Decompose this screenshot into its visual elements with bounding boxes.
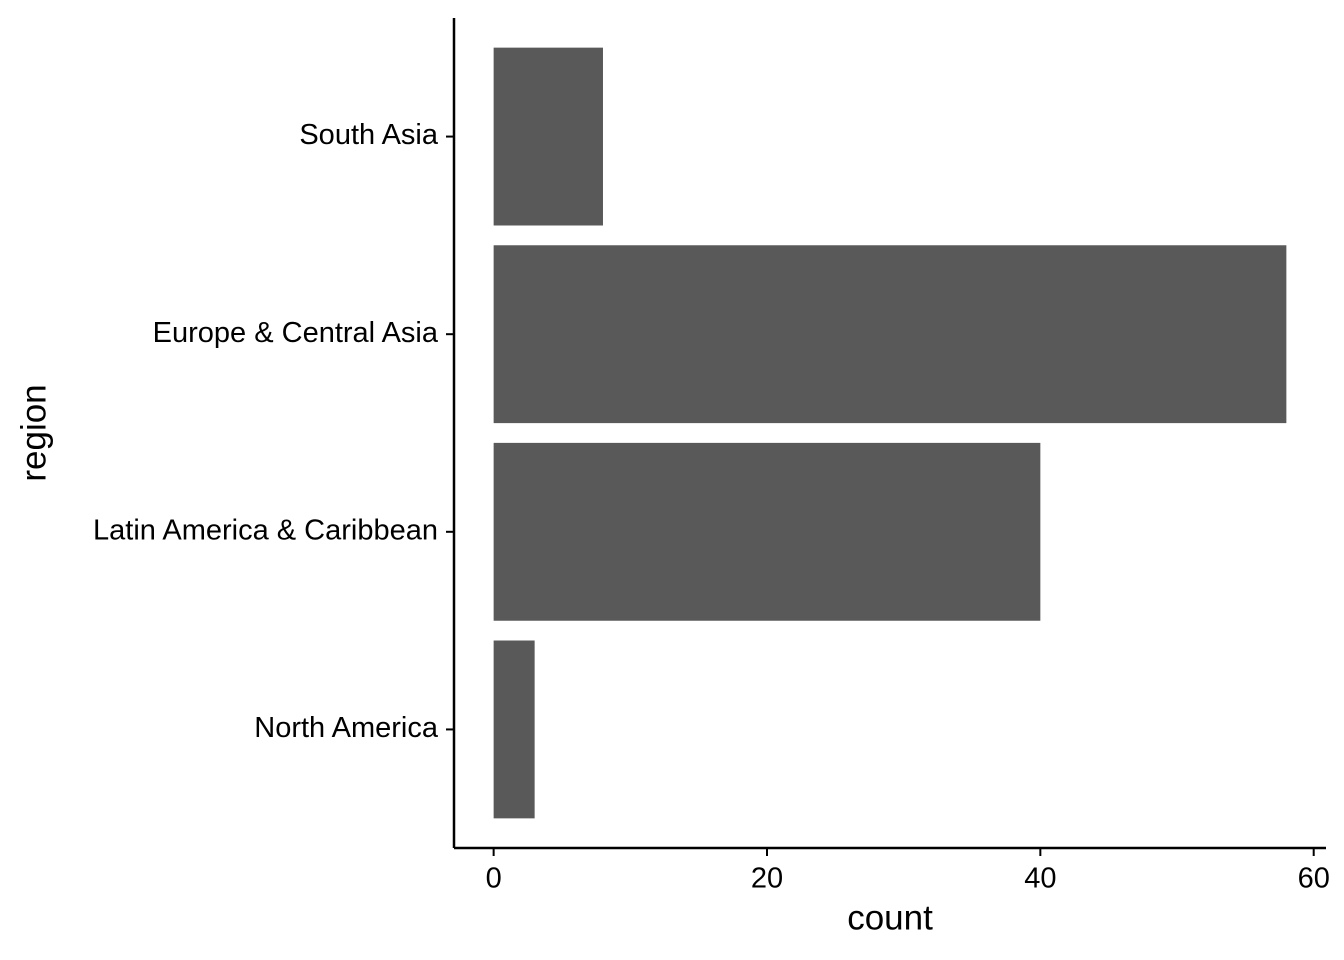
bar (493, 47, 603, 226)
bar (493, 640, 535, 819)
x-tick-label: 20 (751, 863, 783, 895)
y-tick-label: South Asia (299, 119, 439, 151)
x-tick-label: 60 (1298, 863, 1330, 895)
y-tick-label: Latin America & Caribbean (93, 514, 438, 546)
bar (493, 442, 1041, 621)
x-tick-label: 0 (486, 863, 502, 895)
y-tick-label: Europe & Central Asia (153, 317, 439, 349)
y-axis-title: region (14, 384, 53, 481)
bar (493, 245, 1287, 424)
x-axis-title: count (847, 898, 933, 937)
x-tick-label: 40 (1024, 863, 1056, 895)
y-tick-label: North America (254, 712, 439, 744)
